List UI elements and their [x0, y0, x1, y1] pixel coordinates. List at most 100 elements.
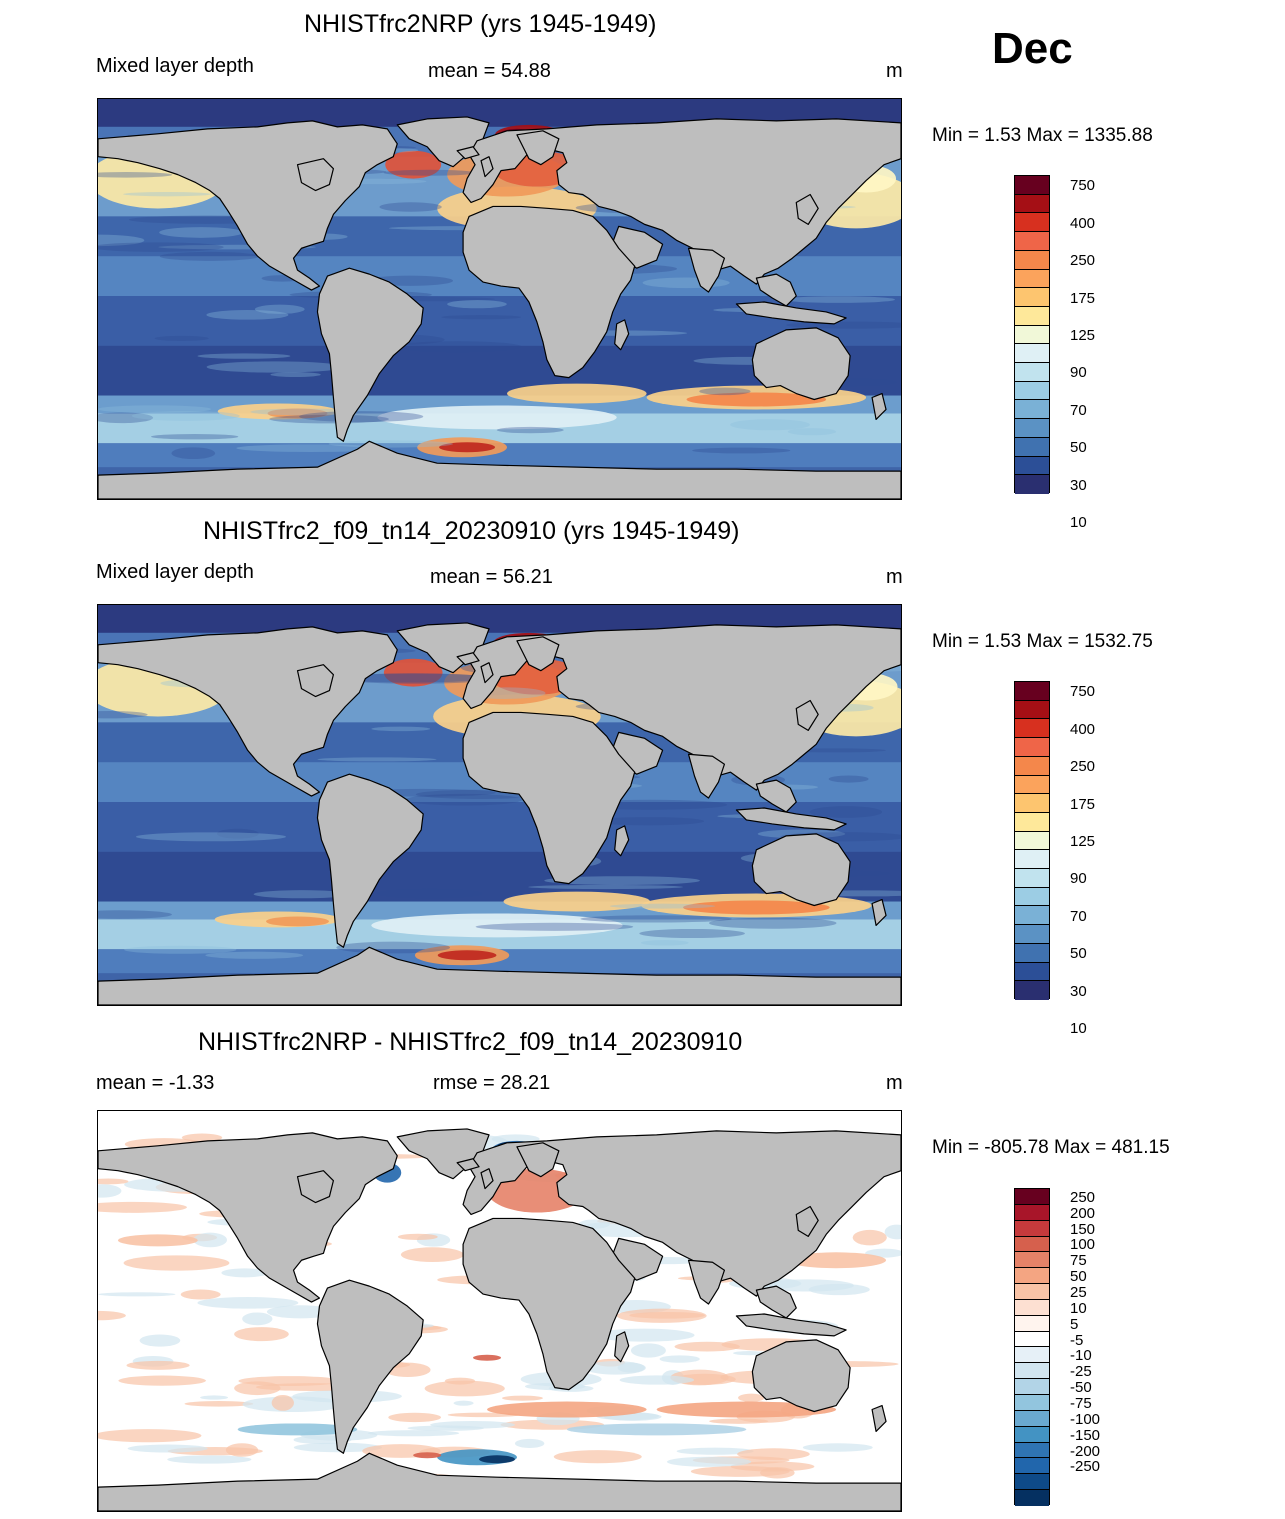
diff-streak: [123, 1255, 230, 1271]
diff-feature: [117, 1234, 198, 1247]
colorbar-swatch: [1015, 194, 1049, 214]
mld-streak: [336, 941, 451, 954]
colorbar-tick-label: 30: [1070, 476, 1087, 494]
colorbar-swatch: [1015, 719, 1049, 739]
mld-streak: [782, 296, 895, 303]
mld-streak: [640, 940, 689, 946]
diff-streak: [193, 1232, 228, 1248]
diff-streak: [584, 1361, 646, 1375]
mld-streak: [98, 412, 154, 424]
mld-streak: [699, 387, 751, 396]
colorbar-tick-label: 400: [1070, 720, 1096, 738]
colorbar-swatch: [1015, 213, 1049, 233]
colorbar-tick-label: 10: [1070, 514, 1087, 532]
diff-streak: [674, 1341, 740, 1352]
diff-streak: [221, 1268, 269, 1278]
land-iceland: [456, 1158, 480, 1172]
diff-streak: [732, 1351, 766, 1356]
land-madagascar: [614, 319, 630, 351]
land-layer: [98, 116, 901, 499]
panel-1-variable-label: Mixed layer depth: [96, 55, 254, 77]
colorbar-tick-label: -25: [1070, 1363, 1092, 1381]
colorbar-swatch: [1015, 1363, 1049, 1380]
colorbar-swatch: [1015, 363, 1049, 382]
mld-feature: [266, 916, 329, 927]
mld-feature: [686, 392, 827, 407]
colorbar-swatch: [1015, 1204, 1049, 1221]
land-newZealand: [871, 898, 887, 926]
colorbar-swatch: [1015, 269, 1049, 289]
colorbar-swatch: [1015, 738, 1049, 757]
panel-1-minmax: Min = 1.53 Max = 1335.88: [932, 125, 1153, 146]
colorbar-swatch: [1015, 925, 1049, 944]
mld-streak: [441, 315, 522, 320]
colorbar-swatch: [1015, 962, 1049, 982]
diff-streak: [266, 1305, 334, 1319]
mld-feature: [439, 442, 496, 453]
diff-streak: [384, 1362, 431, 1378]
diff-feature: [487, 1401, 647, 1418]
diff-streak: [424, 1380, 505, 1397]
colorbar-swatch: [1015, 1410, 1049, 1427]
mld-streak: [580, 915, 732, 923]
mld-streak: [405, 793, 523, 806]
land-southAmerica: [316, 773, 424, 948]
land-hudson: [296, 664, 335, 698]
colorbar-swatch: [1015, 288, 1049, 307]
mld-feature: [385, 150, 442, 179]
diff-streak: [225, 1443, 259, 1457]
diff-streak: [126, 1360, 190, 1370]
land-antarctica: [98, 440, 901, 499]
colorbar-tick-label: 250: [1070, 1188, 1096, 1206]
colorbar-swatch: [1015, 475, 1049, 494]
colorbar-swatch: [1015, 943, 1049, 963]
diff-streak: [234, 1381, 281, 1396]
colorbar-swatch: [1015, 682, 1049, 701]
panel-3-map-svg: [98, 1111, 901, 1511]
land-scandinavia: [516, 1142, 560, 1178]
mld-streak: [197, 353, 291, 359]
land-newZealand: [871, 392, 887, 420]
colorbar-swatch: [1015, 419, 1049, 438]
colorbar-swatch: [1015, 850, 1049, 870]
colorbar-swatch: [1015, 906, 1049, 926]
colorbar-tick-label: 10: [1070, 1020, 1087, 1038]
colorbar-tick-label: 750: [1070, 683, 1096, 701]
diff-streak: [737, 1448, 810, 1460]
colorbar-swatch: [1015, 250, 1049, 270]
diff-streak: [629, 1312, 705, 1319]
diff-streak: [514, 1438, 545, 1449]
land-indonesia: [735, 1313, 847, 1337]
colorbar-swatch: [1015, 794, 1049, 813]
colorbar-swatch: [1015, 812, 1049, 832]
mld-streak: [786, 321, 901, 329]
land-southAmerica: [316, 1279, 424, 1454]
colorbar-tick-label: 250: [1070, 758, 1096, 776]
land-hudson: [296, 1170, 335, 1204]
diff-streak: [271, 1394, 294, 1411]
colorbar-tick-label: 10: [1070, 1299, 1087, 1317]
panel-3-title: NHISTfrc2NRP - NHISTfrc2_f09_tn14_202309…: [198, 1028, 743, 1056]
colorbar-tick-label: 150: [1070, 1220, 1096, 1238]
colorbar-swatch: [1015, 1442, 1049, 1459]
land-indonesia: [735, 807, 847, 831]
panel-3-mean: mean = -1.33: [96, 1072, 215, 1094]
mld-streak: [131, 410, 240, 421]
colorbar-tick-label: 750: [1070, 177, 1096, 195]
land-newZealand: [871, 1404, 887, 1432]
land-layer: [98, 622, 901, 1005]
colorbar-swatch: [1015, 887, 1049, 907]
diff-streak: [690, 1466, 790, 1477]
panel-3-rmse: rmse = 28.21: [433, 1072, 551, 1094]
diff-streak: [709, 1418, 769, 1424]
mld-streak: [269, 414, 389, 424]
mld-streak: [475, 922, 634, 931]
colorbar-tick-label: 5: [1070, 1315, 1079, 1333]
mld-streak: [730, 419, 810, 431]
panel-3-units: m: [886, 1072, 903, 1094]
diff-streak: [181, 1133, 223, 1142]
mld-streak: [496, 426, 564, 434]
diff-streak: [98, 1178, 129, 1185]
land-india: [687, 1259, 726, 1305]
colorbar-tick-label: -50: [1070, 1379, 1092, 1397]
